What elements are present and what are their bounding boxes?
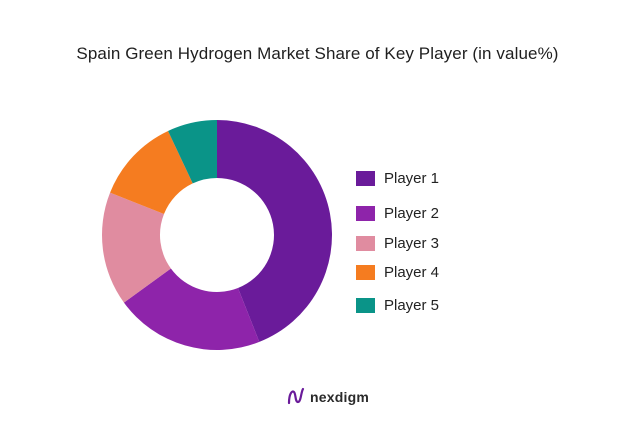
- legend-item-player-5: Player 5: [356, 295, 439, 315]
- legend-item-player-4: Player 4: [356, 262, 439, 282]
- legend-item-player-2: Player 2: [356, 203, 439, 223]
- donut-slice-player-2: [123, 268, 260, 350]
- brand-logo: nexdigm: [286, 386, 369, 408]
- donut-slice-player-3: [102, 192, 171, 303]
- legend-swatch: [356, 235, 375, 251]
- legend-label: Player 2: [384, 204, 440, 222]
- legend-label: Player 4: [384, 263, 440, 281]
- donut-slice-player-4: [110, 130, 193, 215]
- brand-name: nexdigm: [310, 389, 369, 405]
- nexdigm-logo-icon: [287, 387, 305, 405]
- donut-slice-player-5: [168, 120, 217, 184]
- donut-slice-player-1: [217, 120, 332, 342]
- legend-swatch: [356, 170, 375, 186]
- legend-swatch: [356, 264, 375, 280]
- legend-item-player-1: Player 1: [356, 168, 439, 188]
- legend-label: Player 5: [384, 296, 440, 314]
- legend-swatch: [356, 205, 375, 221]
- legend-swatch: [356, 297, 375, 313]
- legend-item-player-3: Player 3: [356, 233, 439, 253]
- legend-label: Player 3: [384, 234, 440, 252]
- legend-label: Player 1: [384, 169, 440, 187]
- chart-title: Spain Green Hydrogen Market Share of Key…: [76, 44, 559, 63]
